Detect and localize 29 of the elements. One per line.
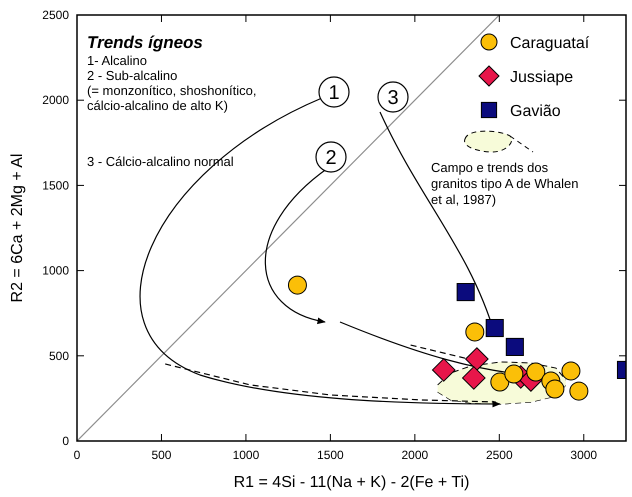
x-tick-label: 3000 bbox=[570, 448, 598, 462]
annotation: 1- Alcalino bbox=[87, 53, 147, 68]
annotation: et al, 1987) bbox=[431, 192, 496, 207]
y-tick-label: 1000 bbox=[42, 264, 70, 278]
y-axis-title: R2 = 6Ca + 2Mg + Al bbox=[9, 154, 26, 302]
annotation: 3 bbox=[387, 87, 399, 109]
x-tick-label: 1000 bbox=[232, 448, 260, 462]
annotation: cálcio-alcalino de alto K) bbox=[87, 98, 228, 113]
x-axis-title: R1 = 4Si - 11(Na + K) - 2(Fe + Ti) bbox=[234, 474, 470, 491]
y-tick-label: 500 bbox=[48, 348, 70, 363]
legend-label: Jussiape bbox=[510, 69, 574, 86]
annotation: 1 bbox=[328, 82, 340, 104]
annotation: Campo e trends dos bbox=[431, 160, 549, 175]
x-tick-label: 2000 bbox=[401, 448, 429, 462]
annotation: (= monzonítico, shoshonítico, bbox=[87, 83, 256, 98]
x-tick-label: 1500 bbox=[317, 448, 344, 462]
y-tick-label: 2000 bbox=[42, 93, 70, 108]
x-tick-label: 500 bbox=[151, 448, 172, 462]
y-tick-label: 0 bbox=[62, 434, 70, 448]
y-tick-label: 1500 bbox=[42, 178, 70, 192]
legend-label: Gavião bbox=[510, 103, 561, 120]
annotation: 2 bbox=[325, 147, 337, 169]
y-tick-label: 2500 bbox=[42, 8, 70, 22]
annotation: 2 - Sub-alcalino bbox=[87, 68, 178, 83]
legend-label: Caraguataí bbox=[510, 35, 590, 52]
x-tick-label: 2500 bbox=[486, 448, 513, 462]
annotation: granitos tipo A de Whalen bbox=[431, 176, 578, 191]
annotation: Trends ígneos bbox=[87, 33, 203, 52]
x-tick-label: 0 bbox=[74, 448, 81, 462]
